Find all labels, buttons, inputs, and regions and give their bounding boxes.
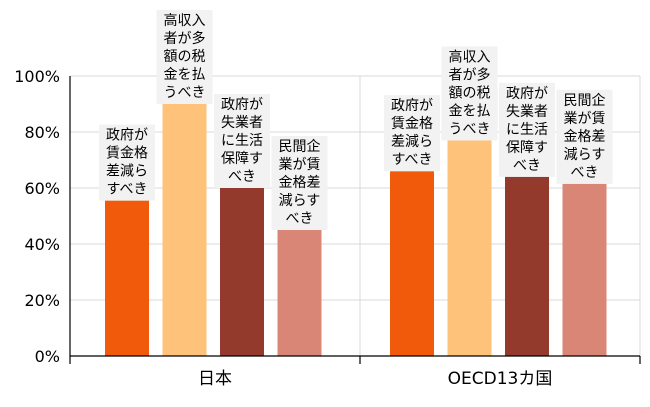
- bar: [220, 188, 264, 356]
- data-label-box: [156, 10, 213, 104]
- data-label: 政府が失業者に生活保障すべき: [221, 97, 263, 185]
- x-category-label: 日本: [198, 369, 232, 389]
- data-label-box: [99, 124, 155, 201]
- x-category-label: OECD13カ国: [448, 369, 553, 389]
- data-label: 民間企業が賃金格差減らすべき: [564, 92, 606, 181]
- bar: [505, 176, 549, 356]
- data-label-box: [384, 95, 440, 172]
- data-label: 高収入者が多額の税金を払うべき: [164, 12, 206, 101]
- data-label-box: [556, 89, 613, 184]
- bar: [277, 230, 322, 356]
- bar: [105, 200, 149, 356]
- data-label-box: [271, 136, 328, 230]
- data-label: 政府が賃金格差減らすべき: [391, 98, 433, 168]
- bar: [562, 183, 607, 356]
- data-label: 高収入者が多額の税金を払うべき: [449, 48, 491, 137]
- y-tick-label: 80%: [24, 123, 60, 142]
- bar: [162, 104, 207, 356]
- data-label-box: [441, 46, 498, 141]
- y-tick-label: 100%: [14, 67, 60, 86]
- data-label: 政府が失業者に生活保障すべき: [506, 86, 548, 174]
- y-tick-label: 40%: [24, 235, 60, 254]
- data-label-box: [499, 82, 555, 177]
- y-tick-label: 60%: [24, 179, 60, 198]
- bar: [390, 171, 434, 356]
- y-tick-label: 0%: [35, 347, 60, 366]
- bar: [447, 140, 492, 356]
- y-tick-label: 20%: [24, 291, 60, 310]
- data-label-box: [214, 94, 270, 188]
- data-label: 民間企業が賃金格差減らすべき: [279, 138, 321, 227]
- data-label: 政府が賃金格差減らすべき: [106, 128, 148, 198]
